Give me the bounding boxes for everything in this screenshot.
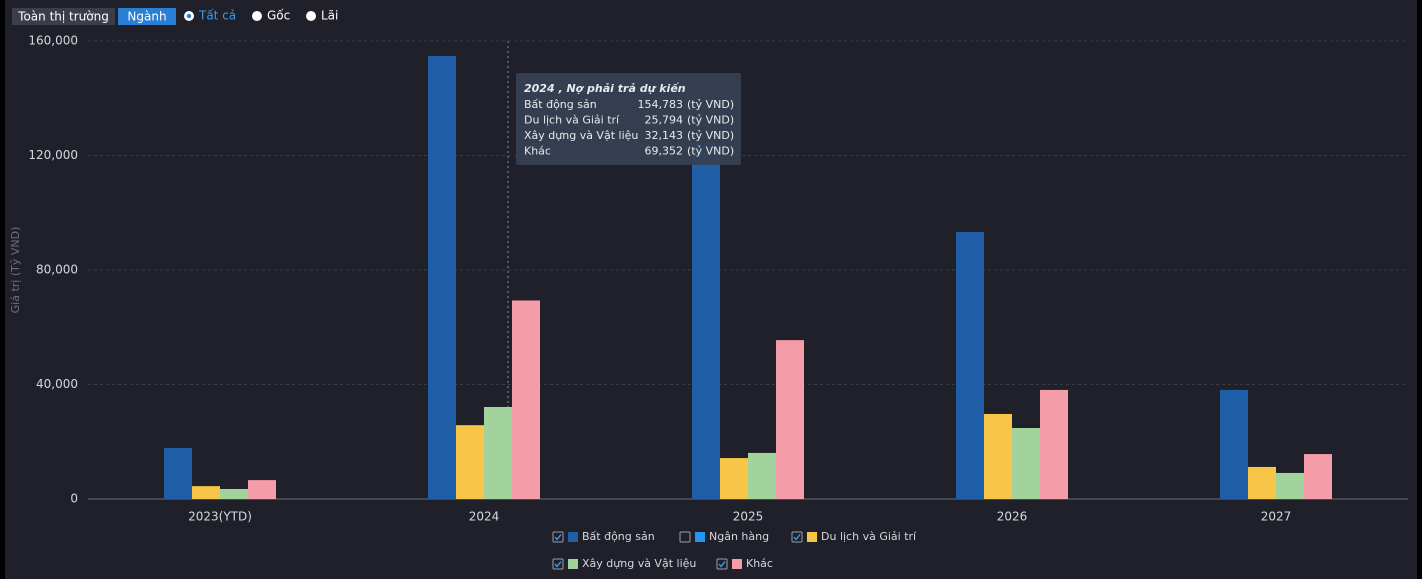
radio-dot[interactable] <box>306 11 316 21</box>
bar <box>220 488 248 499</box>
tooltip-value: 69,352 <box>645 145 684 158</box>
radio-label[interactable]: Tất cả <box>198 9 236 23</box>
radio[interactable]: Gốc <box>252 9 290 23</box>
radio-inner[interactable] <box>186 13 192 19</box>
bar <box>692 142 720 499</box>
legend-item[interactable]: Du lịch và Giải trí <box>791 530 917 543</box>
x-tick-label: 2023(YTD) <box>188 510 252 524</box>
bar <box>164 448 192 499</box>
legend-item[interactable]: Bất động sản <box>552 530 655 543</box>
radio-dot[interactable] <box>252 11 262 21</box>
x-tick-label: 2027 <box>1261 510 1292 524</box>
radio[interactable]: Tất cả <box>184 9 236 23</box>
tooltip-title: 2024 , Nợ phải trả dự kiến <box>524 82 686 95</box>
bar <box>1012 428 1040 499</box>
legend-item[interactable]: Ngân hàng <box>679 530 769 543</box>
bar <box>512 300 540 499</box>
x-tick-label: 2026 <box>997 510 1028 524</box>
legend-item[interactable]: Khác <box>716 557 773 570</box>
tooltip-bg <box>516 73 741 165</box>
tooltip-value: 154,783 <box>638 98 684 111</box>
bar <box>984 413 1012 499</box>
radio[interactable]: Lãi <box>306 9 338 23</box>
legend-swatch[interactable] <box>568 559 578 569</box>
legend-label[interactable]: Du lịch và Giải trí <box>821 530 917 543</box>
legend-checkbox[interactable] <box>716 558 728 570</box>
y-tick-label: 80,000 <box>36 263 78 277</box>
legend-item[interactable]: Xây dựng và Vật liệu <box>552 557 696 570</box>
legend-check[interactable] <box>718 561 726 568</box>
tab[interactable]: Toàn thị trường <box>12 8 115 25</box>
bar <box>1220 389 1248 499</box>
legend-swatch[interactable] <box>568 532 578 542</box>
legend-swatch[interactable] <box>732 559 742 569</box>
tab-bg[interactable] <box>12 8 115 25</box>
tooltip-name: Bất động sản <box>524 98 597 111</box>
bar <box>484 406 512 499</box>
legend-swatch[interactable] <box>695 532 705 542</box>
tooltip-name: Du lịch và Giải trí <box>524 114 620 127</box>
bar <box>956 231 984 499</box>
tooltip-unit: (tỷ VND) <box>687 129 734 142</box>
legend-check[interactable] <box>554 534 562 541</box>
bar <box>1304 454 1332 499</box>
y-axis-label: Giá trị (Tỷ VND) <box>9 227 22 314</box>
legend-checkbox[interactable] <box>552 558 564 570</box>
y-tick-label: 120,000 <box>28 148 78 162</box>
tab-label[interactable]: Ngành <box>127 10 166 24</box>
tooltip-value: 25,794 <box>645 114 684 127</box>
bar <box>456 425 484 499</box>
legend-check[interactable] <box>554 561 562 568</box>
legend-checkbox[interactable] <box>791 531 803 543</box>
tooltip-name: Xây dựng và Vật liệu <box>524 129 638 142</box>
legend-swatch[interactable] <box>807 532 817 542</box>
tab-label[interactable]: Toàn thị trường <box>17 10 109 24</box>
tooltip-unit: (tỷ VND) <box>687 114 734 127</box>
tab-bg[interactable] <box>118 8 176 25</box>
bar <box>428 55 456 500</box>
bar <box>1040 389 1068 499</box>
tooltip-unit: (tỷ VND) <box>687 98 734 111</box>
tab[interactable]: Ngành <box>118 8 176 25</box>
bar <box>1248 466 1276 499</box>
legend-label[interactable]: Bất động sản <box>582 530 655 543</box>
y-tick-label: 160,000 <box>28 34 78 48</box>
bar <box>192 486 220 499</box>
tooltip-value: 32,143 <box>645 129 684 142</box>
radio-label[interactable]: Gốc <box>267 9 290 23</box>
bar <box>248 480 276 499</box>
tooltip-unit: (tỷ VND) <box>687 145 734 158</box>
x-tick-label: 2025 <box>733 510 764 524</box>
x-tick-label: 2024 <box>469 510 500 524</box>
tooltip: 2024 , Nợ phải trả dự kiến Bất động sản 15… <box>516 73 741 165</box>
bar <box>1276 472 1304 499</box>
bar <box>720 458 748 499</box>
legend-label[interactable]: Xây dựng và Vật liệu <box>582 557 696 570</box>
legend-checkbox[interactable] <box>552 531 564 543</box>
radio-label[interactable]: Lãi <box>321 9 338 23</box>
y-tick-label: 0 <box>70 492 78 506</box>
y-tick-label: 40,000 <box>36 377 78 391</box>
bar <box>776 340 804 499</box>
legend-label[interactable]: Khác <box>746 557 773 570</box>
bar <box>748 452 776 499</box>
legend-checkbox[interactable] <box>679 531 691 543</box>
legend-label[interactable]: Ngân hàng <box>709 530 769 543</box>
tooltip-name: Khác <box>524 145 551 158</box>
legend-check[interactable] <box>793 534 801 541</box>
